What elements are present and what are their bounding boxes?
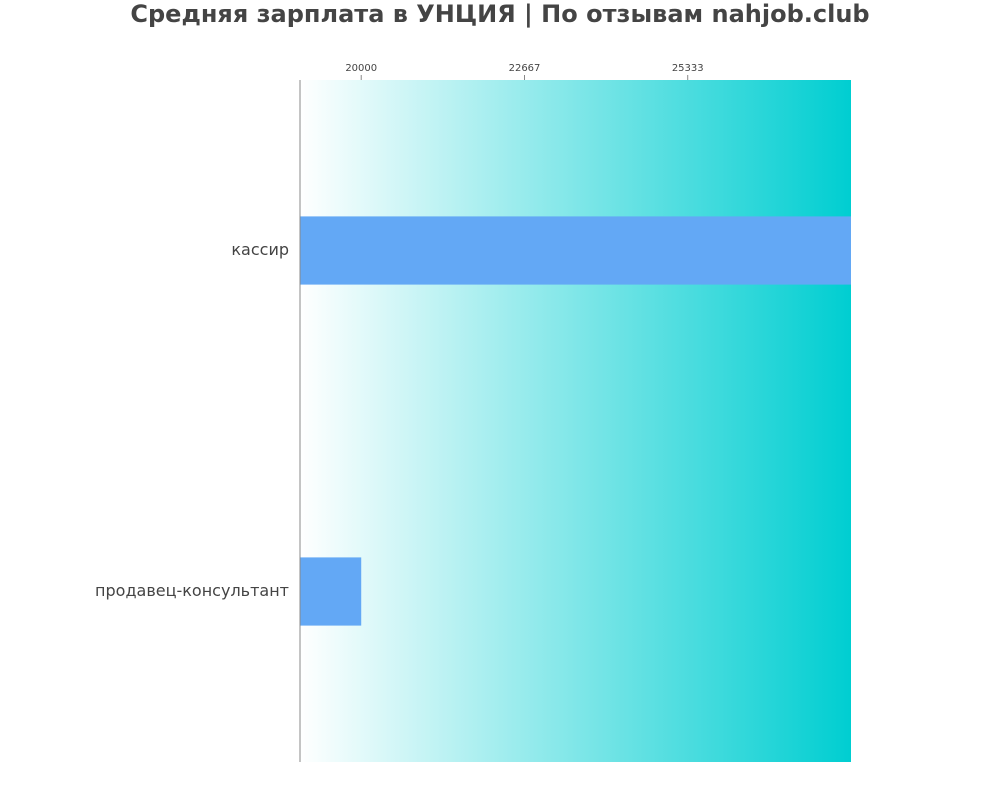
plot-background [300, 80, 851, 762]
bar [300, 216, 851, 285]
chart-title: Средняя зарплата в УНЦИЯ | По отзывам na… [130, 0, 869, 28]
y-tick-label: продавец-консультант [95, 581, 289, 600]
bar [300, 557, 362, 626]
x-tick-label: 22667 [509, 63, 541, 74]
x-tick-label: 20000 [345, 63, 377, 74]
x-tick-label: 25333 [672, 63, 704, 74]
y-tick-label: кассир [231, 240, 289, 259]
